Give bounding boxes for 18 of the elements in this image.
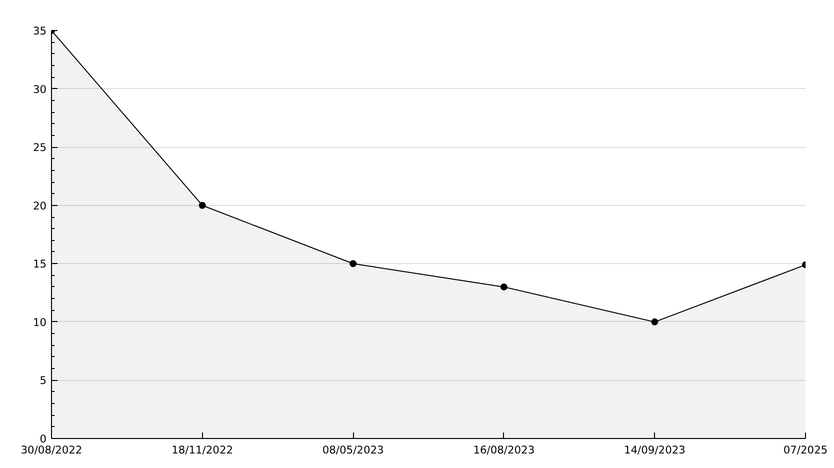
y-tick-label: 10 bbox=[32, 316, 47, 329]
x-tick-label: 08/05/2023 bbox=[322, 444, 384, 456]
x-tick-label: 30/08/2022 bbox=[20, 444, 82, 456]
x-tick-label: 18/11/2022 bbox=[172, 444, 234, 456]
y-tick-label: 35 bbox=[32, 24, 47, 38]
y-tick-label: 0 bbox=[40, 432, 47, 446]
point bbox=[651, 318, 658, 326]
x-tick-label: 14/09/2023 bbox=[624, 444, 686, 456]
point bbox=[500, 283, 508, 290]
y-tick-label: 15 bbox=[32, 258, 47, 271]
x-tick-label: 16/08/2023 bbox=[473, 444, 535, 456]
y-tick-label: 30 bbox=[32, 82, 47, 96]
y-tick-label: 25 bbox=[32, 141, 47, 154]
y-tick-label: 5 bbox=[40, 374, 46, 388]
point bbox=[198, 202, 206, 209]
point bbox=[350, 260, 357, 268]
x-tick-label: 07/2025 bbox=[783, 444, 828, 456]
y-tick-label: 20 bbox=[32, 199, 47, 212]
